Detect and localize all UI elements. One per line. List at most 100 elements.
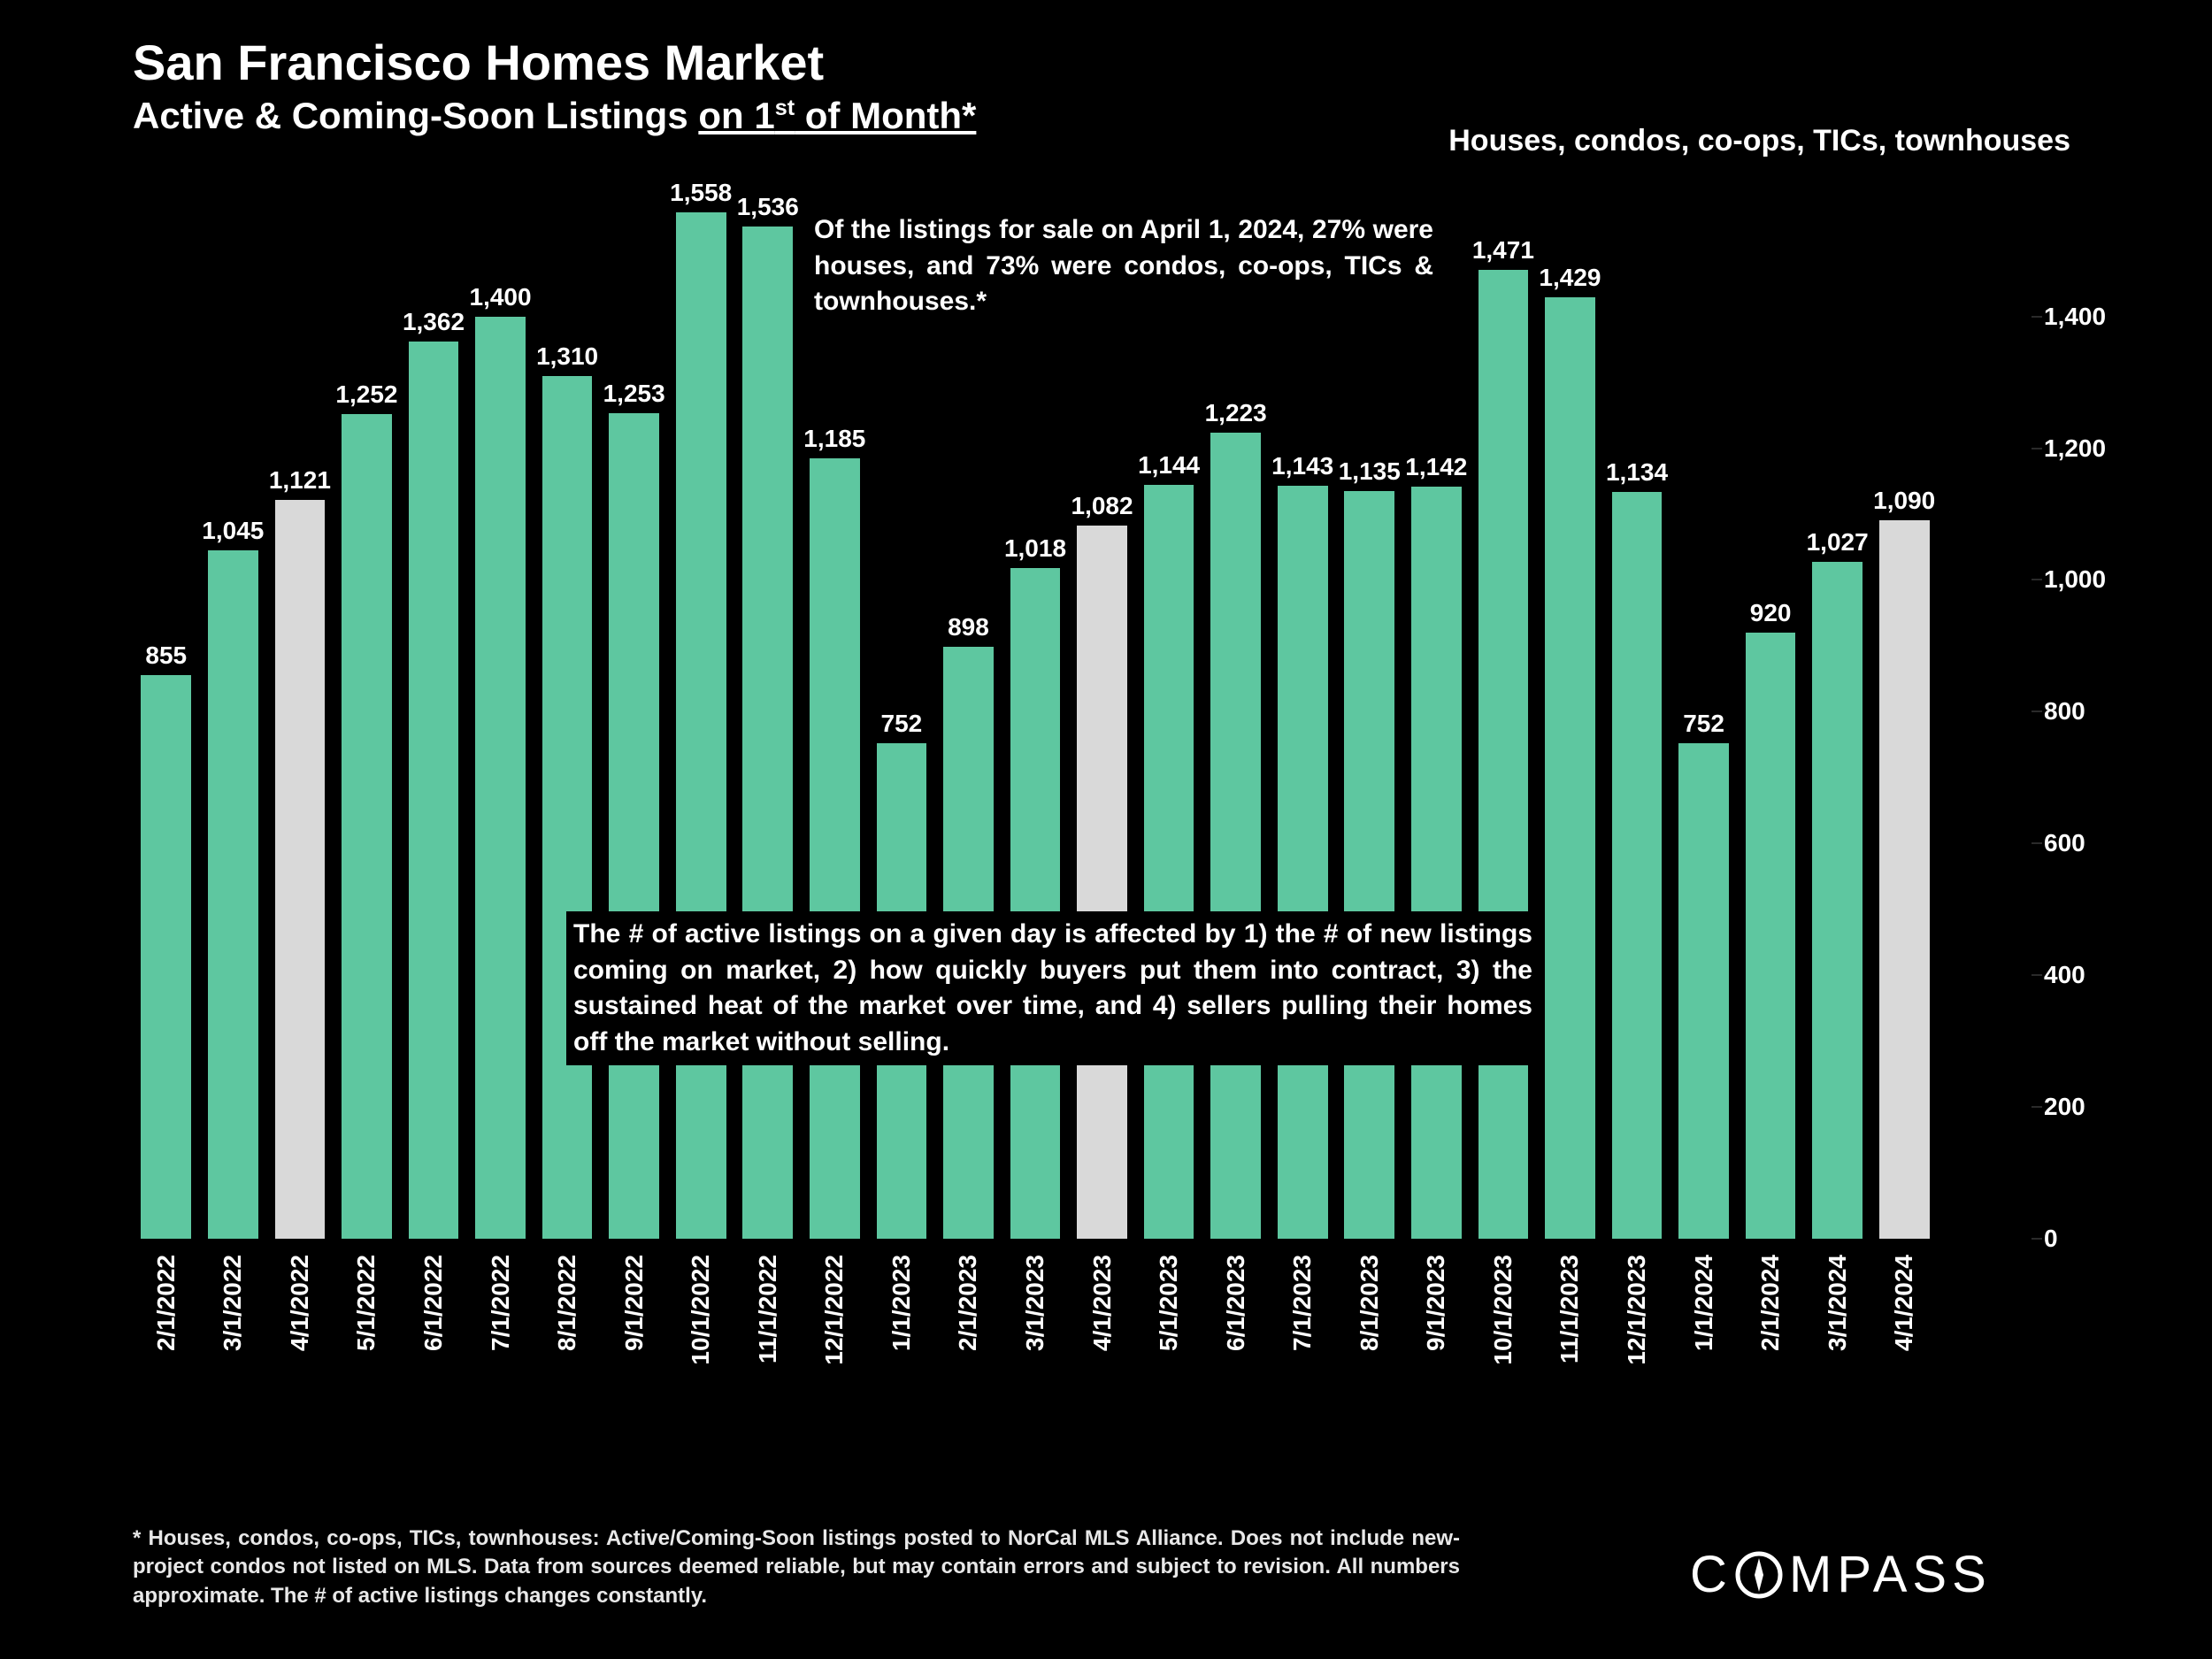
bar-value-label: 1,121 <box>247 466 353 495</box>
bar <box>1210 433 1261 1239</box>
bar-value-label: 1,362 <box>380 308 487 336</box>
x-axis-label: 3/1/2022 <box>219 1255 247 1351</box>
y-axis-tick-mark <box>2032 1239 2042 1240</box>
bar-value-label: 1,144 <box>1116 451 1222 480</box>
x-axis-label: 12/1/2022 <box>820 1255 849 1365</box>
x-axis-label: 6/1/2022 <box>419 1255 448 1351</box>
x-axis-label: 2/1/2022 <box>152 1255 180 1351</box>
bar <box>475 317 526 1239</box>
bar-value-label: 752 <box>1651 710 1757 738</box>
bar-value-label: 855 <box>113 641 219 670</box>
bar <box>1144 485 1194 1239</box>
x-axis-label: 4/1/2024 <box>1890 1255 1918 1351</box>
svg-text:C: C <box>1690 1546 1732 1603</box>
annotation-upper: Of the listings for sale on April 1, 202… <box>814 212 1433 320</box>
bar-value-label: 1,471 <box>1450 236 1556 265</box>
subtitle-underline: on 1st of Month* <box>698 95 976 136</box>
bar-value-label: 1,045 <box>180 517 286 545</box>
bar-chart: 8552/1/20221,0453/1/20221,1214/1/20221,2… <box>133 212 2035 1318</box>
x-axis-label: 8/1/2022 <box>553 1255 581 1351</box>
x-axis-label: 4/1/2023 <box>1088 1255 1117 1351</box>
x-axis-label: 5/1/2023 <box>1155 1255 1183 1351</box>
bar <box>742 227 793 1239</box>
bar <box>1879 520 1930 1239</box>
y-axis: 02004006008001,0001,2001,400 <box>2044 212 2132 1239</box>
y-axis-tick-mark <box>2032 448 2042 449</box>
x-axis-label: 10/1/2022 <box>687 1255 715 1365</box>
y-axis-tick-mark <box>2032 1107 2042 1108</box>
bar <box>1411 487 1462 1239</box>
y-axis-tick-mark <box>2032 843 2042 844</box>
x-axis-label: 6/1/2023 <box>1222 1255 1250 1351</box>
x-axis-label: 2/1/2024 <box>1756 1255 1785 1351</box>
bar <box>1746 633 1796 1239</box>
bar <box>208 550 258 1239</box>
y-axis-tick-label: 1,400 <box>2044 303 2106 331</box>
bar <box>1077 526 1127 1239</box>
x-axis-label: 9/1/2023 <box>1422 1255 1450 1351</box>
compass-logo: C MPASS <box>1690 1544 2079 1606</box>
bar-value-label: 1,082 <box>1049 492 1156 520</box>
x-axis-label: 7/1/2023 <box>1288 1255 1317 1351</box>
bar-value-label: 1,429 <box>1517 264 1623 292</box>
x-axis-label: 4/1/2022 <box>286 1255 314 1351</box>
y-axis-tick-label: 1,000 <box>2044 565 2106 594</box>
bar-value-label: 1,253 <box>581 380 687 408</box>
bar <box>1612 492 1663 1239</box>
bar-value-label: 1,027 <box>1785 528 1891 557</box>
footnote: * Houses, condos, co-ops, TICs, townhous… <box>133 1525 1460 1610</box>
bar <box>1678 743 1729 1239</box>
y-axis-tick-mark <box>2032 316 2042 317</box>
bar <box>409 342 459 1239</box>
x-axis-label: 9/1/2022 <box>620 1255 649 1351</box>
bar-value-label: 752 <box>849 710 955 738</box>
y-axis-tick-label: 0 <box>2044 1225 2058 1253</box>
bar <box>609 413 659 1239</box>
chart-subtitle: Active & Coming-Soon Listings on 1st of … <box>133 94 976 138</box>
bar <box>676 212 726 1239</box>
bar <box>1010 568 1061 1239</box>
bar-value-label: 1,185 <box>781 425 887 453</box>
x-axis-label: 10/1/2023 <box>1489 1255 1517 1365</box>
bar-value-label: 1,134 <box>1584 458 1690 487</box>
x-axis-label: 2/1/2023 <box>954 1255 982 1351</box>
bar <box>342 414 392 1239</box>
bar-value-label: 1,018 <box>982 534 1088 563</box>
x-axis-label: 3/1/2024 <box>1824 1255 1852 1351</box>
bar <box>542 376 593 1239</box>
bar-value-label: 1,310 <box>514 342 620 371</box>
bar-value-label: 1,142 <box>1383 453 1489 481</box>
subtitle-prefix: Active & Coming-Soon Listings <box>133 95 698 136</box>
bar <box>141 675 191 1239</box>
bar <box>1278 486 1328 1239</box>
chart-title: San Francisco Homes Market <box>133 35 976 90</box>
bar-value-label: 1,090 <box>1851 487 1957 515</box>
x-axis-label: 5/1/2022 <box>352 1255 380 1351</box>
x-axis-label: 7/1/2022 <box>487 1255 515 1351</box>
y-axis-tick-mark <box>2032 711 2042 712</box>
x-axis-label: 12/1/2023 <box>1623 1255 1651 1365</box>
bar <box>1344 491 1394 1239</box>
x-axis-label: 11/1/2022 <box>754 1255 782 1363</box>
y-axis-tick-label: 1,200 <box>2044 434 2106 463</box>
y-axis-tick-label: 800 <box>2044 697 2085 726</box>
y-axis-tick-mark <box>2032 975 2042 976</box>
bar <box>1545 297 1595 1239</box>
x-axis-label: 1/1/2024 <box>1690 1255 1718 1351</box>
bar-value-label: 1,223 <box>1183 399 1289 427</box>
legend-text: Houses, condos, co-ops, TICs, townhouses <box>1448 124 2070 158</box>
x-axis-label: 1/1/2023 <box>887 1255 916 1351</box>
svg-text:MPASS: MPASS <box>1789 1546 1992 1603</box>
bar <box>275 500 326 1239</box>
annotation-lower: The # of active listings on a given day … <box>566 911 1540 1065</box>
x-axis-label: 11/1/2023 <box>1555 1255 1584 1363</box>
x-axis-label: 8/1/2023 <box>1356 1255 1384 1351</box>
y-axis-tick-label: 200 <box>2044 1093 2085 1121</box>
y-axis-tick-label: 600 <box>2044 829 2085 857</box>
bar <box>1812 562 1863 1239</box>
bar-value-label: 1,252 <box>313 380 419 409</box>
bar-value-label: 898 <box>915 613 1021 641</box>
x-axis-label: 3/1/2023 <box>1021 1255 1049 1351</box>
bar <box>1479 270 1529 1239</box>
y-axis-tick-label: 400 <box>2044 961 2085 989</box>
